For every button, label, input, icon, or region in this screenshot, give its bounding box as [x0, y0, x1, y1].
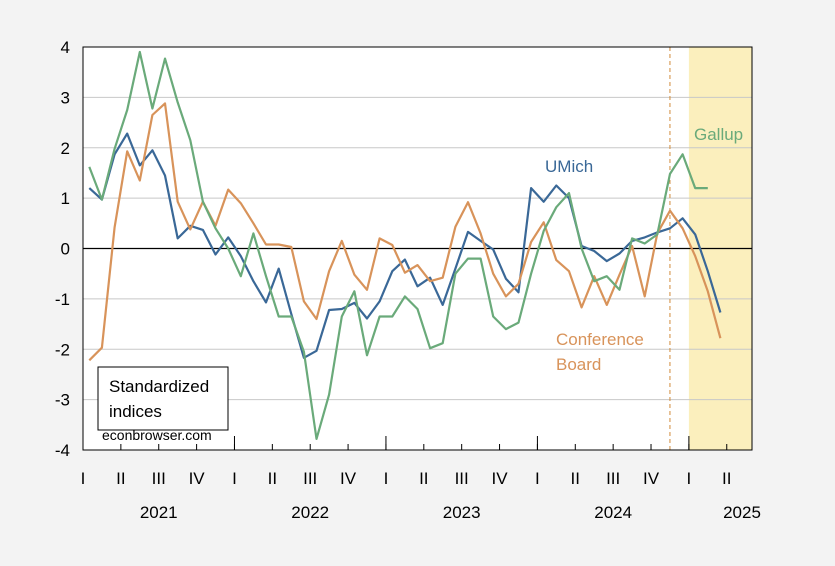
- year-label: 2023: [443, 503, 481, 522]
- annotation-box: [97, 366, 229, 431]
- y-tick-label: 0: [61, 240, 70, 259]
- y-tick-label: 3: [61, 88, 70, 107]
- source-text: econbrowser.com: [102, 427, 212, 443]
- y-tick-label: -2: [55, 340, 70, 359]
- y-tick-label: 1: [61, 189, 70, 208]
- x-tick-label: I: [384, 469, 389, 488]
- x-tick-label: I: [687, 469, 692, 488]
- x-tick-label: III: [152, 469, 166, 488]
- annotation-text: Standardized: [109, 377, 209, 396]
- year-label: 2021: [140, 503, 178, 522]
- year-label: 2025: [723, 503, 761, 522]
- x-tick-label: IV: [643, 469, 660, 488]
- series-label: Board: [556, 355, 601, 374]
- x-tick-label: IV: [340, 469, 357, 488]
- x-tick-label: I: [535, 469, 540, 488]
- plot-frame: [82, 46, 753, 451]
- y-tick-label: 4: [61, 38, 70, 57]
- x-tick-label: II: [268, 469, 277, 488]
- x-tick-label: III: [303, 469, 317, 488]
- series-label: Conference: [556, 330, 644, 349]
- x-tick-label: IV: [189, 469, 206, 488]
- annotation-text: indices: [109, 402, 162, 421]
- x-tick-label: II: [116, 469, 125, 488]
- year-label: 2024: [594, 503, 632, 522]
- series-line: [88, 50, 708, 440]
- y-tick-label: -3: [55, 391, 70, 410]
- series-line: [88, 132, 722, 359]
- year-label: 2022: [291, 503, 329, 522]
- x-tick-label: I: [81, 469, 86, 488]
- series-label: Gallup: [694, 125, 743, 144]
- y-tick-label: -4: [55, 441, 70, 460]
- x-tick-label: II: [419, 469, 428, 488]
- x-tick-label: I: [232, 469, 237, 488]
- y-tick-label: 2: [61, 139, 70, 158]
- x-tick-label: IV: [492, 469, 509, 488]
- x-tick-label: II: [722, 469, 731, 488]
- x-tick-label: III: [606, 469, 620, 488]
- series-label: UMich: [545, 157, 593, 176]
- x-tick-label: III: [455, 469, 469, 488]
- x-tick-label: II: [571, 469, 580, 488]
- y-tick-label: -1: [55, 290, 70, 309]
